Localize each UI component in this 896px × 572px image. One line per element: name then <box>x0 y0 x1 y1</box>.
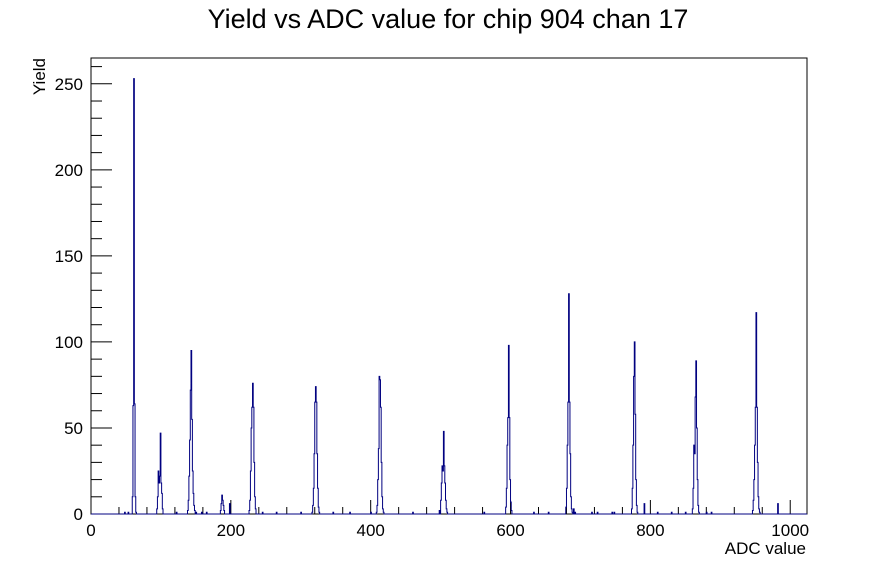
plot-frame <box>90 57 808 515</box>
chart-title: Yield vs ADC value for chip 904 chan 17 <box>208 4 689 34</box>
y-tick-label: 100 <box>55 333 83 352</box>
y-tick-label: 150 <box>55 247 83 266</box>
y-tick-label: 50 <box>64 419 83 438</box>
x-tick-label: 800 <box>636 521 664 540</box>
x-axis-label: ADC value <box>725 539 806 558</box>
axis-ticks <box>90 66 791 515</box>
y-tick-label: 250 <box>55 75 83 94</box>
x-tick-label: 200 <box>217 521 245 540</box>
y-tick-label: 200 <box>55 161 83 180</box>
x-tick-label: 600 <box>496 521 524 540</box>
x-tick-label: 0 <box>86 521 95 540</box>
histogram-series <box>91 78 807 515</box>
y-axis-label: Yield <box>30 58 49 95</box>
axis-tick-labels: 0 200 400 600 800 1000 0 50 100 150 200 250 <box>55 75 810 540</box>
y-tick-label: 0 <box>74 505 83 524</box>
x-tick-label: 400 <box>357 521 385 540</box>
x-tick-label: 1000 <box>771 521 809 540</box>
